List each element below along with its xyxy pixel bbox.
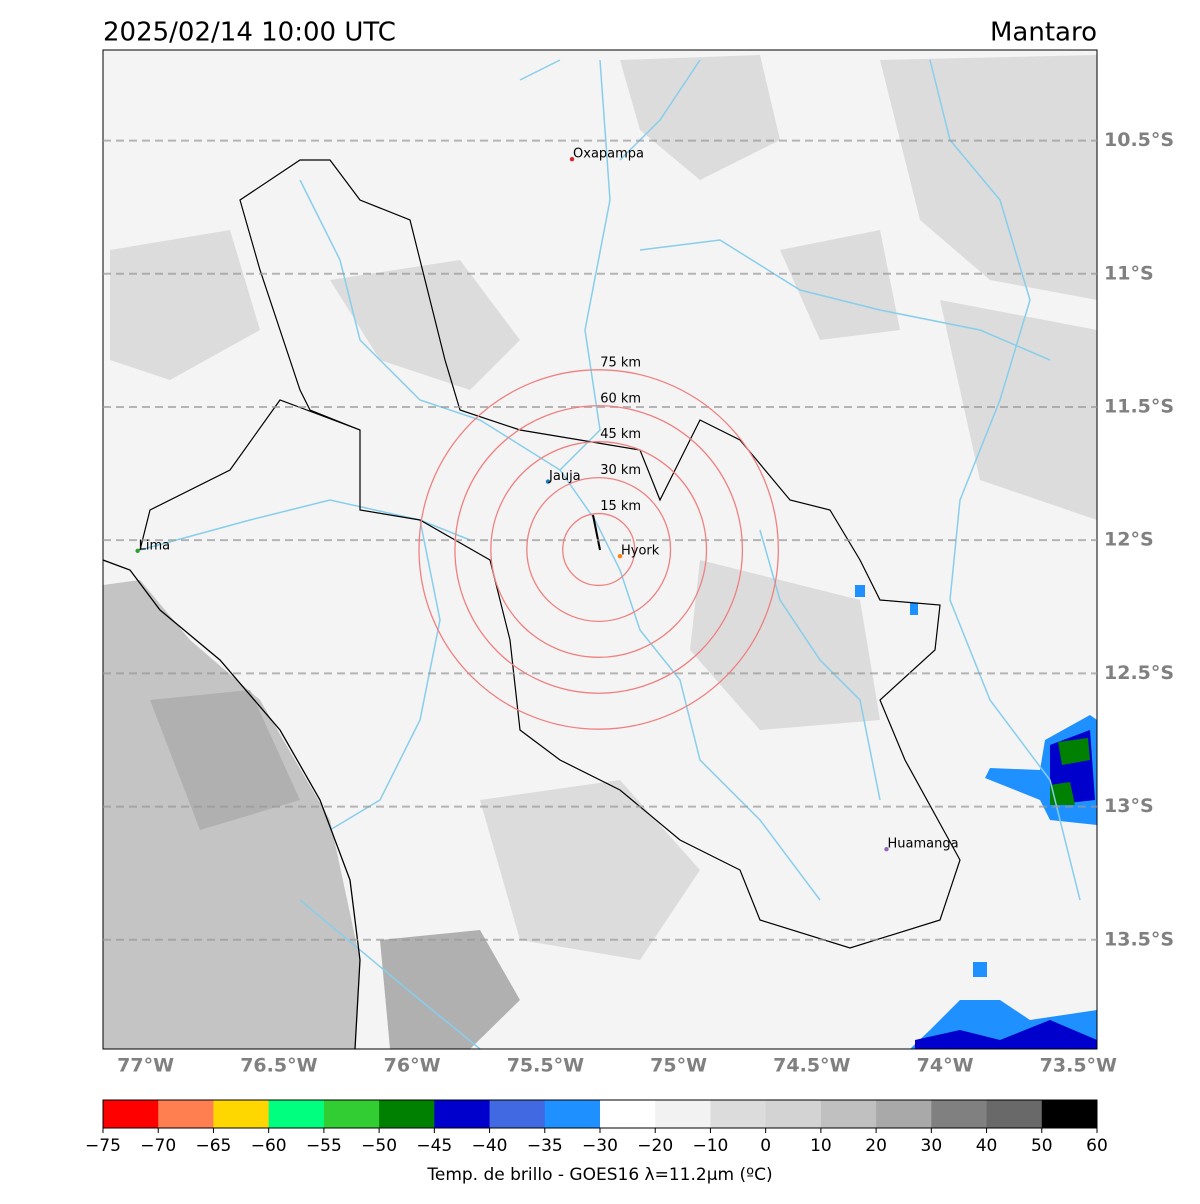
colorbar-cell — [1041, 1100, 1098, 1128]
lon-label: 75°W — [650, 1055, 707, 1077]
colorbar-tick-label: −45 — [416, 1136, 452, 1156]
colorbar-cell — [931, 1100, 988, 1128]
colorbar-cell — [158, 1100, 214, 1128]
ring-label: 15 km — [600, 499, 641, 514]
colorbar-tick-label: −55 — [306, 1136, 342, 1156]
colorbar-cell — [600, 1100, 656, 1128]
city-label: Hyork — [621, 544, 660, 559]
lon-label: 76°W — [384, 1055, 441, 1077]
range-ring — [454, 405, 744, 694]
city-label: Huamanga — [887, 837, 958, 852]
colorbar-cell — [986, 1100, 1043, 1128]
range-ring — [490, 441, 708, 658]
ring-label: 60 km — [600, 391, 641, 406]
lon-label: 77°W — [117, 1055, 174, 1077]
colorbar-tick-label: 60 — [1086, 1136, 1108, 1156]
city-label: Lima — [139, 538, 170, 553]
colorbar-tick-label: 40 — [976, 1136, 998, 1156]
colorbar-tick-label: −30 — [582, 1136, 618, 1156]
colorbar-tick-label: −75 — [85, 1136, 121, 1156]
colorbar-tick-label: −35 — [527, 1136, 563, 1156]
city-marker — [884, 847, 889, 852]
colorbar-label: Temp. de brillo - GOES16 λ=11.2μm (ºC) — [426, 1165, 772, 1185]
lon-label: 75.5°W — [507, 1055, 584, 1077]
colorbar-cell — [876, 1100, 932, 1128]
colorbar-tick-label: −60 — [251, 1136, 287, 1156]
title: 2025/02/14 10:00 UTC — [103, 18, 396, 48]
colorbar-cell — [103, 1100, 159, 1128]
city-marker — [545, 479, 551, 484]
range-ring — [418, 369, 779, 730]
colorbar-tick-label: −10 — [692, 1136, 728, 1156]
lon-label: 73.5°W — [1040, 1055, 1117, 1077]
colorbar-cell — [489, 1100, 546, 1128]
colorbar-cell — [710, 1100, 767, 1128]
colorbar-tick-label: −20 — [637, 1136, 673, 1156]
colorbar-cell — [323, 1100, 380, 1128]
colorbar-tick-label: 0 — [760, 1136, 771, 1156]
colorbar-tick-label: 30 — [921, 1136, 943, 1156]
lon-label: 74°W — [917, 1055, 974, 1077]
colorbar-tick-label: 50 — [1031, 1136, 1053, 1156]
lat-label: 13.5°S — [1104, 928, 1174, 950]
lat-label: 10.5°S — [1104, 129, 1174, 151]
colorbar-cell — [379, 1100, 435, 1128]
lon-label: 74.5°W — [773, 1055, 850, 1077]
lat-label: 12°S — [1104, 529, 1154, 551]
city-marker — [135, 548, 140, 554]
colorbar-tick-label: −50 — [361, 1136, 397, 1156]
map-frame — [102, 49, 1098, 1050]
colorbar-cell — [820, 1100, 877, 1128]
colorbar-tick-label: −70 — [140, 1136, 176, 1156]
ring-label: 75 km — [600, 355, 641, 370]
lat-label: 13°S — [1104, 795, 1154, 817]
city-label: Oxapampa — [573, 147, 644, 162]
colorbar-tick-label: 20 — [865, 1136, 887, 1156]
colorbar-cell — [655, 1100, 711, 1128]
colorbar-cell — [268, 1100, 325, 1128]
colorbar-tick-label: −40 — [472, 1136, 508, 1156]
lat-label: 11°S — [1104, 262, 1154, 284]
colorbar-cell — [544, 1100, 601, 1128]
range-ring — [526, 476, 672, 623]
ring-label: 45 km — [600, 427, 641, 442]
city-marker — [617, 553, 623, 559]
range-ring — [562, 512, 636, 587]
location: Mantaro — [990, 18, 1097, 48]
city-marker — [569, 157, 575, 162]
ring-label: 30 km — [600, 463, 641, 478]
lat-label: 12.5°S — [1104, 662, 1174, 684]
colorbar-tick-label: 10 — [810, 1136, 832, 1156]
colorbar-tick-label: −65 — [195, 1136, 231, 1156]
lon-label: 76.5°W — [240, 1055, 317, 1077]
colorbar-cell — [213, 1100, 270, 1128]
lat-label: 11.5°S — [1104, 395, 1174, 417]
city-label: Jauja — [548, 469, 581, 484]
colorbar-cell — [765, 1100, 822, 1128]
map-background — [103, 50, 1097, 1049]
colorbar-cell — [434, 1100, 491, 1128]
